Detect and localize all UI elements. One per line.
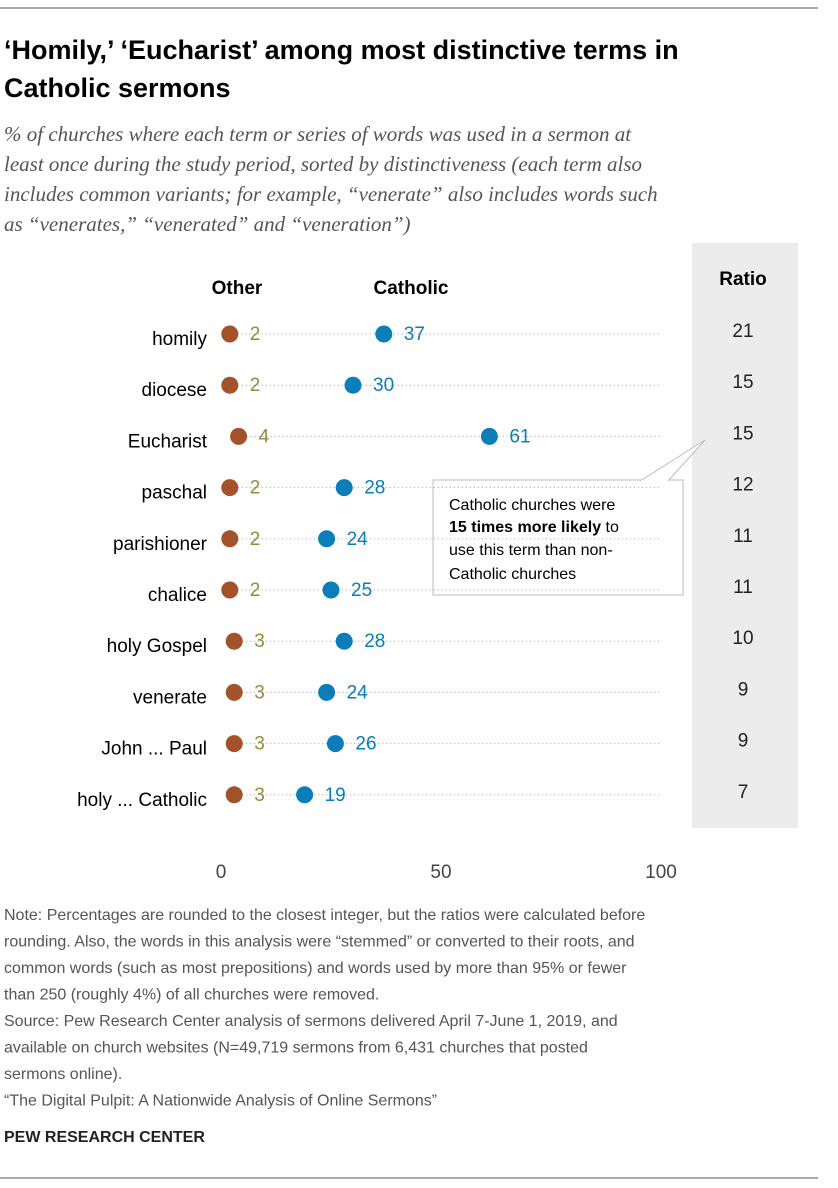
ratio-value: 11 [733,526,753,547]
note: sermons online). [4,1066,122,1083]
x-tick-label: 100 [645,862,677,883]
annotation-bold: 15 times more likely [449,519,601,536]
note: available on church websites (N=49,719 s… [4,1040,588,1057]
ratio-value: 21 [732,321,753,342]
value-label: 24 [347,682,369,703]
category-label: homily [152,329,207,350]
dot [326,735,344,753]
note: Source: Pew Research Center analysis of … [4,1013,618,1030]
dot [296,786,314,804]
legend-label: Other [212,278,263,299]
note: than 250 (roughly 4%) of all churches we… [4,987,379,1004]
note: rounding. Also, the words in this analys… [4,934,635,951]
value-label: 25 [351,580,372,601]
category-label: parishioner [113,534,208,555]
note: “The Digital Pulpit: A Nationwide Analys… [4,1093,437,1110]
value-label: 61 [509,426,530,447]
value-label: 2 [250,478,261,499]
dot [335,632,353,650]
subtitle: least once during the study period, sort… [4,152,642,176]
annotation-text: to [601,519,619,536]
ratio-header: Ratio [719,269,767,290]
dot [480,427,498,445]
value-label: 26 [355,734,376,755]
category-label: holy ... Catholic [77,790,207,811]
x-tick-label: 0 [216,862,227,883]
category-label: John ... Paul [101,739,207,760]
category-label: chalice [148,585,207,606]
footer: PEW RESEARCH CENTER [4,1129,205,1146]
dot [322,581,340,599]
dot [335,479,353,497]
dot [225,632,243,650]
value-label: 2 [250,375,261,396]
note: Note: Percentages are rounded to the clo… [4,907,645,924]
ratio-value: 15 [732,423,753,444]
dot [344,376,362,394]
category-label: holy Gospel [107,636,207,657]
value-label: 2 [250,580,261,601]
annotation-pointer [639,439,706,482]
dot [375,325,393,343]
dot [318,530,336,548]
dot [221,376,239,394]
subtitle: % of churches where each term or series … [4,122,632,146]
value-label: 24 [347,529,369,550]
subtitle: as “venerates,” “venerated” and “venerat… [4,212,411,236]
category-label: venerate [133,687,207,708]
annotation-text: use this term than non- [449,542,613,559]
subtitle: includes common variants; for example, “… [4,182,658,206]
ratio-value: 7 [738,782,749,803]
dot [225,683,243,701]
value-label: 3 [254,785,265,806]
value-label: 28 [364,631,385,652]
annotation-text: Catholic churches were [449,497,615,514]
dot [230,427,248,445]
dot [221,581,239,599]
dot [318,683,336,701]
value-label: 4 [259,426,270,447]
value-label: 2 [250,529,261,550]
value-label: 3 [254,631,265,652]
annotation-text: 15 times more likely to [449,519,619,536]
value-label: 30 [373,375,394,396]
ratio-value: 12 [732,475,753,496]
annotation-box [432,479,684,596]
ratio-panel [692,243,798,828]
ratio-value: 9 [738,731,749,752]
note: common words (such as most prepositions)… [4,960,627,977]
category-label: paschal [142,483,208,504]
dot [221,479,239,497]
category-label: Eucharist [128,431,208,452]
x-tick-label: 50 [430,862,451,883]
dot [221,530,239,548]
dot [221,325,239,343]
ratio-value: 11 [733,577,753,598]
title: ‘Homily,’ ‘Eucharist’ among most distinc… [4,35,679,65]
value-label: 37 [404,324,425,345]
legend-label: Catholic [374,278,449,299]
annotation-text: Catholic churches [449,566,576,583]
value-label: 2 [250,324,261,345]
ratio-value: 10 [732,628,753,649]
title: Catholic sermons [4,73,231,103]
value-label: 3 [254,682,265,703]
value-label: 3 [254,734,265,755]
ratio-value: 9 [738,679,749,700]
category-label: diocese [142,380,208,401]
value-label: 19 [325,785,346,806]
ratio-value: 15 [732,372,753,393]
dot [225,786,243,804]
value-label: 28 [364,478,385,499]
dot [225,735,243,753]
